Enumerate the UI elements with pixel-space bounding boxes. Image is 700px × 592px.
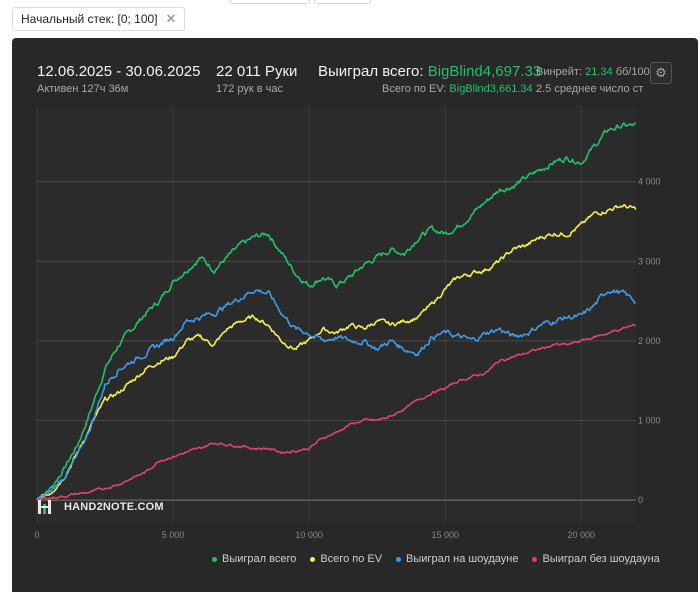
legend-dot-icon bbox=[532, 556, 538, 562]
watermark-text: HAND2NOTE.COM bbox=[64, 501, 164, 513]
legend-item[interactable]: Выиграл на шоудауне bbox=[396, 553, 518, 565]
winrate-value: 21.34 bbox=[585, 66, 613, 78]
y-tick-label: 1 000 bbox=[638, 415, 661, 425]
graph-chart: 0 5 000 10 000 15 000 20 000 0 1 000 2 000 3 000… bbox=[34, 106, 661, 540]
y-tick-label: 2 000 bbox=[638, 336, 661, 346]
toolbar-button[interactable] bbox=[314, 0, 371, 4]
close-icon[interactable]: ✕ bbox=[165, 11, 177, 26]
y-tick-label: 0 bbox=[638, 495, 643, 505]
legend-item[interactable]: Выиграл без шоудауна bbox=[532, 553, 660, 565]
legend-dot-icon bbox=[310, 556, 316, 562]
legend-item[interactable]: Всего по EV bbox=[310, 553, 382, 565]
plot-area bbox=[37, 106, 636, 524]
ev-total: Всего по EV: BigBlind3,661.34 bbox=[382, 83, 533, 95]
gear-icon[interactable]: ⚙ bbox=[650, 62, 672, 84]
filter-bar: Начальный стек: [0; 100] ✕ bbox=[0, 0, 700, 38]
x-tick-label: 0 bbox=[34, 530, 39, 540]
toolbar-button[interactable] bbox=[230, 0, 310, 4]
legend-label: Выиграл на шоудауне bbox=[406, 553, 519, 565]
hands-rate: 172 рук в час bbox=[216, 83, 284, 95]
date-range: 12.06.2025 - 30.06.2025 bbox=[37, 63, 201, 80]
chart-legend: Выиграл всего Всего по EV Выиграл на шоуда… bbox=[212, 553, 660, 565]
series-showdown bbox=[36, 289, 637, 501]
legend-label: Всего по EV bbox=[320, 553, 383, 565]
series-non-showdown bbox=[37, 323, 636, 501]
active-time: Активен 127ч 36м bbox=[37, 83, 129, 95]
hand2note-logo-icon bbox=[38, 500, 51, 514]
winrate-label: Винрейт: bbox=[536, 66, 583, 78]
filter-chip-label: Начальный стек: [0; 100] bbox=[21, 12, 158, 26]
won-total-label: Выиграл всего: bbox=[318, 63, 424, 80]
legend-label: Выиграл всего bbox=[222, 553, 297, 565]
graph-panel: 12.06.2025 - 30.06.2025 Активен 127ч 36м… bbox=[12, 38, 698, 592]
x-tick-label: 15 000 bbox=[431, 530, 459, 540]
filter-chip[interactable]: Начальный стек: [0; 100] ✕ bbox=[12, 7, 186, 31]
y-tick-label: 4 000 bbox=[638, 177, 661, 187]
legend-label: Выиграл без шоудауна bbox=[542, 553, 660, 565]
won-total: Выиграл всего: BigBlind4,697.33 bbox=[318, 63, 541, 80]
won-total-value: BigBlind4,697.33 bbox=[427, 63, 542, 80]
avg-stack: 2.5 среднее число ст bbox=[536, 83, 644, 95]
hand2note-logo: HAND2NOTE.COM bbox=[38, 500, 164, 514]
ev-total-label: Всего по EV: bbox=[382, 83, 447, 95]
legend-dot-icon bbox=[396, 556, 402, 562]
x-tick-label: 5 000 bbox=[162, 530, 185, 540]
hands-count: 22 011 Руки bbox=[216, 63, 298, 80]
ev-total-value: BigBlind3,661.34 bbox=[449, 83, 533, 95]
series-ev-total bbox=[36, 203, 637, 501]
legend-item[interactable]: Выиграл всего bbox=[212, 553, 296, 565]
y-tick-label: 3 000 bbox=[638, 256, 661, 266]
series-won-total bbox=[36, 122, 637, 501]
legend-dot-icon bbox=[212, 556, 217, 562]
winrate: Винрейт: 21.34 бб/100 bbox=[536, 66, 650, 78]
x-tick-label: 20 000 bbox=[568, 530, 596, 540]
x-tick-label: 10 000 bbox=[295, 530, 323, 540]
winrate-unit: бб/100 bbox=[615, 66, 650, 78]
